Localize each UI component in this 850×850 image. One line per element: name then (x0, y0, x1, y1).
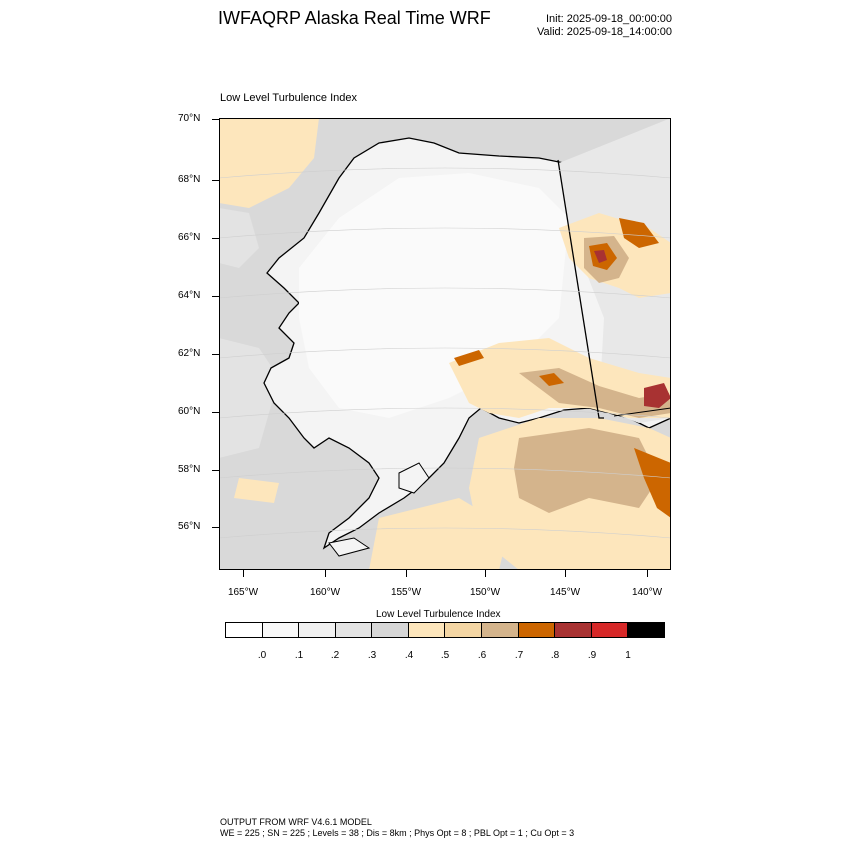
colorbar-swatch (299, 623, 336, 637)
lat-tick (212, 296, 219, 297)
lon-label: 160°W (309, 587, 341, 598)
turbulence-area-gulf-high (634, 448, 671, 518)
colorbar-swatch (372, 623, 409, 637)
lat-label: 68°N (178, 174, 201, 185)
lon-label: 165°W (227, 587, 259, 598)
lat-tick (212, 412, 219, 413)
colorbar-label: .3 (367, 650, 377, 661)
lat-label: 60°N (178, 406, 201, 417)
init-time: Init: 2025-09-18_00:00:00 (546, 13, 672, 25)
lon-label: 145°W (549, 587, 581, 598)
graticule (219, 167, 671, 539)
colorbar-swatch (408, 623, 446, 637)
colorbar-label: .2 (330, 650, 340, 661)
run-info: Init: 2025-09-18_00:00:00 Valid: 2025-09… (500, 13, 672, 39)
colorbar-swatch (482, 623, 519, 637)
colorbar-label: .6 (477, 650, 487, 661)
lat-tick (212, 119, 219, 120)
map-subtitle: Low Level Turbulence Index (220, 92, 357, 104)
colorbar-label: .5 (440, 650, 450, 661)
turbulence-map (219, 118, 671, 570)
lat-label: 56°N (178, 521, 201, 532)
lat-label: 70°N (178, 113, 201, 124)
lon-label: 140°W (631, 587, 663, 598)
canada-southern-border (613, 407, 671, 417)
colorbar-label: .4 (404, 650, 414, 661)
footer-model-line: OUTPUT FROM WRF V4.6.1 MODEL (220, 817, 372, 827)
turbulence-area-gulf-moderate (514, 428, 659, 513)
turbulence-area-east-severe (594, 250, 607, 263)
colorbar-label: .0 (257, 650, 267, 661)
colorbar-label: 1 (625, 650, 631, 661)
lon-label: 150°W (469, 587, 501, 598)
colorbar-swatch (445, 623, 483, 637)
lat-tick (212, 238, 219, 239)
colorbar-swatch (555, 623, 592, 637)
lon-tick (565, 570, 566, 577)
colorbar (225, 622, 665, 638)
lon-tick (325, 570, 326, 577)
colorbar-swatch (518, 623, 556, 637)
colorbar-title: Low Level Turbulence Index (376, 609, 501, 620)
lon-tick (406, 570, 407, 577)
turbulence-area-northeast-high (619, 218, 659, 248)
colorbar-label: .1 (294, 650, 304, 661)
turbulence-spot-1 (539, 373, 564, 386)
footer-config-line: WE = 225 ; SN = 225 ; Levels = 38 ; Dis … (220, 828, 575, 838)
lat-label: 58°N (178, 464, 201, 475)
lon-tick (485, 570, 486, 577)
model-footer: OUTPUT FROM WRF V4.6.1 MODEL WE = 225 ; … (220, 817, 574, 839)
turbulence-area-bering-patch (234, 478, 279, 503)
lat-tick (212, 527, 219, 528)
lat-tick (212, 470, 219, 471)
lat-tick (212, 180, 219, 181)
colorbar-swatch (591, 623, 629, 637)
turbulence-map-svg (219, 118, 671, 570)
turbulence-area-northwest-ocean (219, 118, 319, 208)
turbulence-spot-3 (454, 350, 484, 366)
map-border (219, 118, 671, 570)
colorbar-label: .7 (514, 650, 524, 661)
colorbar-swatch (262, 623, 300, 637)
colorbar-swatch (628, 623, 664, 637)
colorbar-swatch (335, 623, 373, 637)
turbulence-spot-2 (644, 383, 671, 408)
alaska-peninsula-tip (328, 537, 371, 557)
lon-label: 155°W (390, 587, 422, 598)
valid-time: Valid: 2025-09-18_14:00:00 (537, 26, 672, 38)
ocean-patch-bering (219, 338, 279, 458)
turbulence-area-southwest-ocean (369, 498, 509, 570)
map-title: IWFAQRP Alaska Real Time WRF (218, 8, 491, 28)
international-border (557, 159, 604, 419)
lon-tick (243, 570, 244, 577)
lat-label: 64°N (178, 290, 201, 301)
lat-label: 66°N (178, 232, 201, 243)
kodiak-island (398, 462, 430, 494)
colorbar-label: .9 (587, 650, 597, 661)
colorbar-swatch (226, 623, 263, 637)
colorbar-label: .8 (550, 650, 560, 661)
lat-tick (212, 354, 219, 355)
lon-tick (647, 570, 648, 577)
lat-label: 62°N (178, 348, 201, 359)
ocean-patch-chukchi (219, 208, 259, 268)
